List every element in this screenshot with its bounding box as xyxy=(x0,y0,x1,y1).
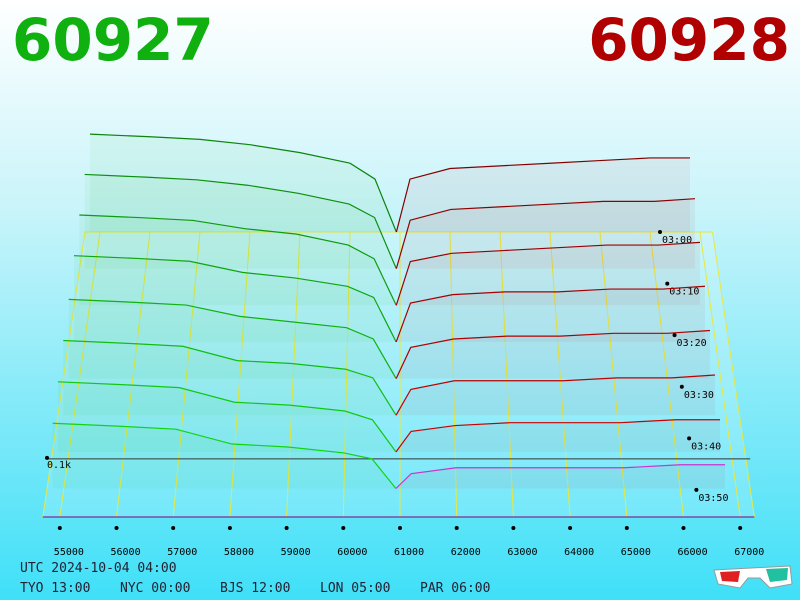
tick-mark xyxy=(227,526,232,530)
grid-line xyxy=(599,231,628,518)
x-tick-label: 64000 xyxy=(564,547,594,558)
grid-line xyxy=(172,231,201,518)
tick-mark xyxy=(341,526,346,530)
grid-line xyxy=(229,231,251,518)
x-tick-label: 59000 xyxy=(281,547,311,558)
time-tick-label: 03:20 xyxy=(677,338,707,349)
bid-depth-line xyxy=(57,381,397,453)
grid-line xyxy=(699,231,741,518)
time-tick-label: 03:00 xyxy=(662,235,692,246)
plot: 55000 56000 57000 58000 59000 60000 61000 62000… xyxy=(42,133,764,558)
depth-area xyxy=(57,381,396,452)
ask-depth-line xyxy=(395,419,720,453)
bid-depth-line xyxy=(52,422,397,489)
tick-mark xyxy=(687,436,692,441)
x-tick-label: 60000 xyxy=(337,547,367,558)
depth-area xyxy=(90,134,397,232)
city-time: LON 05:00 xyxy=(320,581,390,596)
ask-depth-line xyxy=(395,329,711,379)
bid-depth-line xyxy=(79,214,397,306)
grid-line xyxy=(59,231,101,518)
depth-area xyxy=(395,464,725,489)
tick-mark xyxy=(171,526,176,530)
bid-price: 60927 xyxy=(12,6,214,74)
bid-depth-line xyxy=(68,298,397,379)
x-tick-label: 66000 xyxy=(678,547,708,558)
city-time: PAR 06:00 xyxy=(420,581,490,596)
grid-line xyxy=(549,231,571,518)
tick-mark xyxy=(45,455,50,460)
3d-glasses-icon xyxy=(713,565,793,589)
tick-mark xyxy=(568,526,573,530)
depth-area xyxy=(396,374,715,416)
depth-area xyxy=(63,340,397,416)
depth-area xyxy=(396,157,690,232)
tick-mark xyxy=(738,526,743,530)
city-time: NYC 00:00 xyxy=(120,581,190,596)
depth-area xyxy=(396,330,710,379)
bid-depth-line xyxy=(63,339,397,416)
bid-depth-line xyxy=(73,255,397,343)
tick-mark xyxy=(665,281,670,286)
grid-line xyxy=(449,231,458,518)
ask-depth-line xyxy=(395,241,701,306)
grid-line xyxy=(649,231,684,518)
x-tick-label: 58000 xyxy=(224,547,254,558)
depth-area xyxy=(68,299,397,379)
x-tick-label: 56000 xyxy=(111,547,141,558)
x-tick-label: 63000 xyxy=(507,547,537,558)
tick-mark xyxy=(624,526,629,530)
city-time: TYO 13:00 xyxy=(20,581,90,596)
time-tick-label: 03:50 xyxy=(698,493,728,504)
tick-mark xyxy=(694,487,699,492)
x-tick-label: 61000 xyxy=(394,547,424,558)
tick-mark xyxy=(681,526,686,530)
bid-depth-line xyxy=(89,133,397,233)
ask-depth-line xyxy=(395,198,696,269)
depth-area xyxy=(396,286,705,342)
time-tick-label: 03:10 xyxy=(669,287,699,298)
tick-mark xyxy=(511,526,516,530)
depth-area xyxy=(79,214,397,306)
z-tick-label: 0.1k xyxy=(47,460,71,471)
tick-mark xyxy=(454,526,459,530)
grid-line xyxy=(116,231,151,518)
depth-area xyxy=(396,419,720,452)
grid-line xyxy=(499,231,514,518)
grid-line xyxy=(286,231,301,518)
ask-depth-line xyxy=(395,464,725,489)
x-tick-label: 65000 xyxy=(621,547,651,558)
tick-mark xyxy=(57,526,62,530)
bid-depth-line xyxy=(84,173,397,269)
ask-depth-line xyxy=(395,157,690,233)
tick-mark xyxy=(398,526,402,530)
x-tick-label: 67000 xyxy=(734,547,764,558)
city-time: BJS 12:00 xyxy=(220,581,290,596)
x-tick-label: 57000 xyxy=(167,547,197,558)
tick-mark xyxy=(672,333,677,338)
time-tick-label: 03:40 xyxy=(691,441,721,452)
tick-mark xyxy=(679,384,684,389)
ask-depth-line xyxy=(395,374,716,416)
utc-time: UTC 2024-10-04 04:00 xyxy=(20,561,177,576)
city-times: TYO 13:00 NYC 00:00 BJS 12:00 LON 05:00 PAR … xyxy=(20,581,490,596)
tick-mark xyxy=(658,230,662,234)
x-tick-label: 55000 xyxy=(54,547,84,558)
ask-depth-line xyxy=(395,285,706,343)
grid-line xyxy=(342,231,351,518)
tick-mark xyxy=(114,526,119,530)
depth-area xyxy=(396,198,695,269)
depth-area xyxy=(52,423,396,489)
tick-mark xyxy=(284,526,289,530)
x-tick-label: 62000 xyxy=(451,547,481,558)
time-tick-label: 03:30 xyxy=(684,390,714,401)
ask-price: 60928 xyxy=(588,6,790,74)
depth-area xyxy=(73,255,397,342)
